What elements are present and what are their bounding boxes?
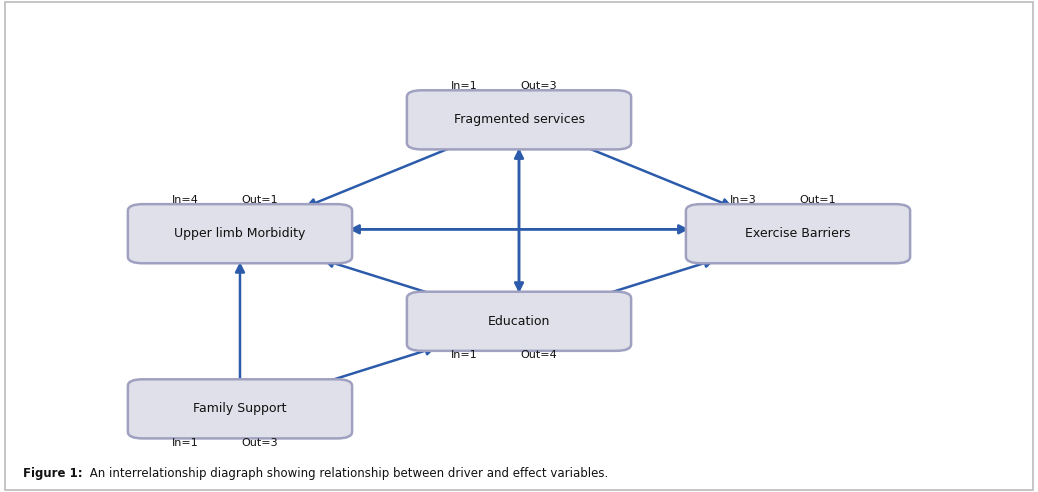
FancyArrowPatch shape [515,151,523,296]
FancyBboxPatch shape [128,379,352,438]
Text: In=1: In=1 [172,438,199,448]
FancyBboxPatch shape [128,204,352,263]
Text: In=3: In=3 [730,195,757,205]
FancyArrowPatch shape [515,145,523,290]
Text: An interrelationship diagraph showing relationship between driver and effect var: An interrelationship diagraph showing re… [86,467,608,480]
FancyBboxPatch shape [686,204,910,263]
FancyBboxPatch shape [407,292,631,351]
FancyArrowPatch shape [579,144,731,207]
FancyArrowPatch shape [343,225,686,233]
Text: Fragmented services: Fragmented services [454,113,584,126]
Text: Upper limb Morbidity: Upper limb Morbidity [174,227,305,240]
Text: Figure 1:: Figure 1: [23,467,82,480]
FancyArrowPatch shape [318,347,433,385]
Text: Out=1: Out=1 [241,195,278,205]
FancyArrowPatch shape [307,144,459,207]
FancyBboxPatch shape [407,91,631,150]
Text: Family Support: Family Support [193,402,286,415]
Text: Out=3: Out=3 [241,438,278,448]
Text: In=4: In=4 [172,195,199,205]
Text: Exercise Barriers: Exercise Barriers [745,227,851,240]
FancyArrowPatch shape [236,265,244,384]
FancyArrowPatch shape [326,259,442,297]
Text: In=1: In=1 [452,81,477,91]
Text: Out=3: Out=3 [520,81,556,91]
Text: Out=4: Out=4 [520,350,556,360]
Text: In=1: In=1 [452,350,477,360]
Text: Education: Education [488,315,550,328]
Text: Out=1: Out=1 [799,195,836,205]
FancyArrowPatch shape [596,259,712,297]
FancyArrowPatch shape [352,225,695,233]
